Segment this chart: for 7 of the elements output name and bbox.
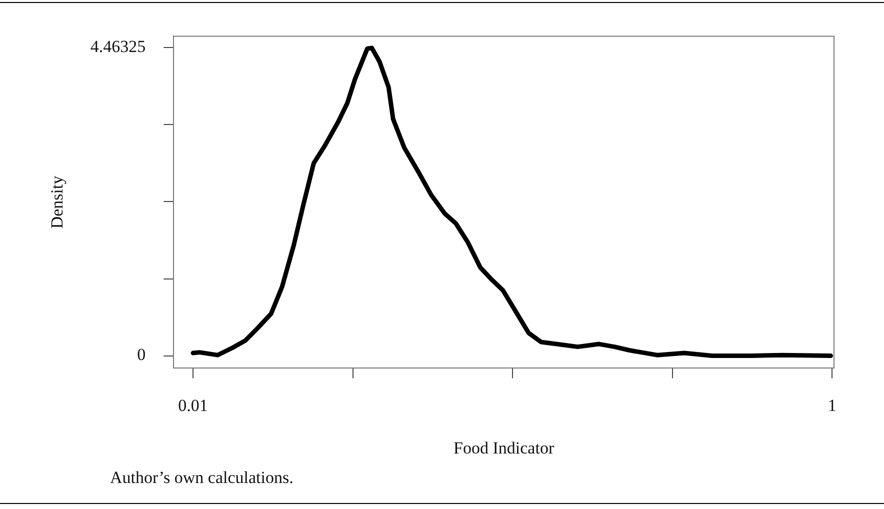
text: Author’s own calculations. bbox=[110, 468, 294, 488]
y-axis-title: Density bbox=[48, 175, 67, 229]
x-tick-label: 0.01 bbox=[178, 396, 208, 415]
x-tick-label: 1 bbox=[828, 396, 836, 415]
y-tick-label: 4.46325 bbox=[90, 37, 146, 56]
x-axis-title: Food Indicator bbox=[454, 438, 554, 458]
y-tick-label: 0 bbox=[137, 345, 146, 364]
